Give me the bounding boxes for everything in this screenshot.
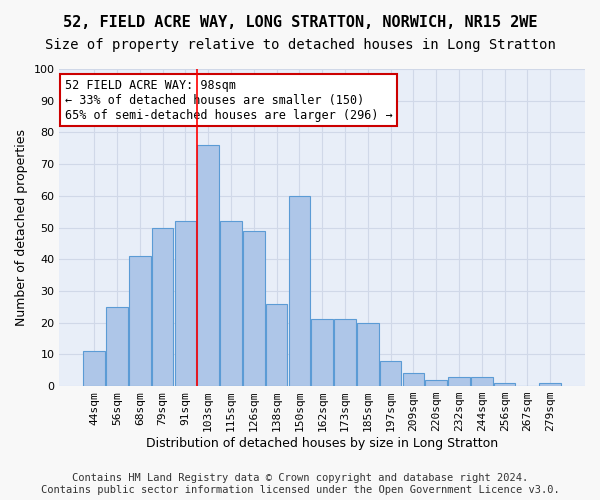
Bar (494, 383, 515, 386)
Bar (106, 307, 128, 386)
Bar (289, 196, 310, 386)
X-axis label: Distribution of detached houses by size in Long Stratton: Distribution of detached houses by size … (146, 437, 498, 450)
Y-axis label: Number of detached properties: Number of detached properties (15, 129, 28, 326)
Bar (539, 383, 561, 386)
Bar (220, 221, 242, 386)
Bar (471, 376, 493, 386)
Bar (175, 221, 196, 386)
Bar (380, 360, 401, 386)
Bar (311, 320, 333, 386)
Bar (425, 380, 447, 386)
Bar (243, 230, 265, 386)
Bar (266, 304, 287, 386)
Bar (334, 320, 356, 386)
Text: Contains HM Land Registry data © Crown copyright and database right 2024.
Contai: Contains HM Land Registry data © Crown c… (41, 474, 559, 495)
Bar (83, 351, 105, 386)
Text: Size of property relative to detached houses in Long Stratton: Size of property relative to detached ho… (44, 38, 556, 52)
Text: 52 FIELD ACRE WAY: 98sqm
← 33% of detached houses are smaller (150)
65% of semi-: 52 FIELD ACRE WAY: 98sqm ← 33% of detach… (65, 78, 392, 122)
Bar (403, 374, 424, 386)
Bar (448, 376, 470, 386)
Text: 52, FIELD ACRE WAY, LONG STRATTON, NORWICH, NR15 2WE: 52, FIELD ACRE WAY, LONG STRATTON, NORWI… (63, 15, 537, 30)
Bar (197, 145, 219, 386)
Bar (152, 228, 173, 386)
Bar (129, 256, 151, 386)
Bar (357, 322, 379, 386)
